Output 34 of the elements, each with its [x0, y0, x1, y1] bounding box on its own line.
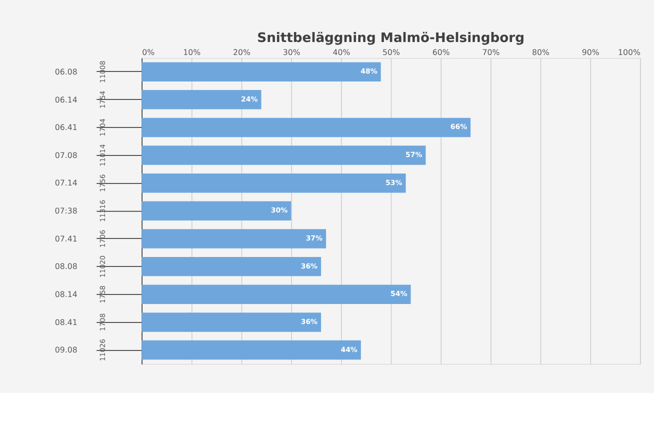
y-tick-label: 08.08 [54, 262, 78, 272]
y-tick-label: 07.41 [54, 234, 78, 244]
bar [142, 146, 426, 165]
y-tick-label: 06.41 [54, 123, 78, 132]
y-tick-label: 07.08 [54, 150, 78, 160]
x-tick-label: 50% [382, 48, 401, 57]
bar [142, 90, 262, 110]
bar [142, 229, 326, 248]
x-tick-label: 70% [482, 48, 500, 57]
y-tick-label: 06.14 [54, 95, 78, 104]
bar [142, 256, 322, 276]
y-tick-label: 06.08 [54, 67, 78, 76]
bar [142, 62, 381, 82]
x-tick-label: 90% [582, 48, 600, 57]
y-tick-label: 07:38 [54, 206, 78, 216]
y-tick-label: 08.14 [54, 290, 78, 300]
y-tick-label: 09.08 [54, 346, 78, 355]
bar [142, 312, 322, 332]
y-tick-label: 07.14 [54, 178, 78, 188]
x-tick-label: 30% [282, 48, 301, 57]
x-tick-label: 10% [183, 48, 202, 57]
x-tick-label: 80% [532, 48, 550, 57]
bar [142, 118, 471, 138]
x-tick-label: 60% [432, 48, 450, 57]
y-tick-label: 08.41 [54, 318, 78, 327]
chart-title: Snittbeläggning Malmö-Helsingborg [257, 31, 525, 46]
x-tick-label: 20% [233, 48, 252, 57]
bar [142, 284, 411, 304]
bar [142, 340, 361, 360]
bar [142, 201, 292, 221]
x-tick-label: 0% [142, 48, 156, 57]
bar [142, 173, 406, 193]
x-tick-label: 40% [332, 48, 351, 57]
x-tick-label: 100% [618, 48, 641, 57]
